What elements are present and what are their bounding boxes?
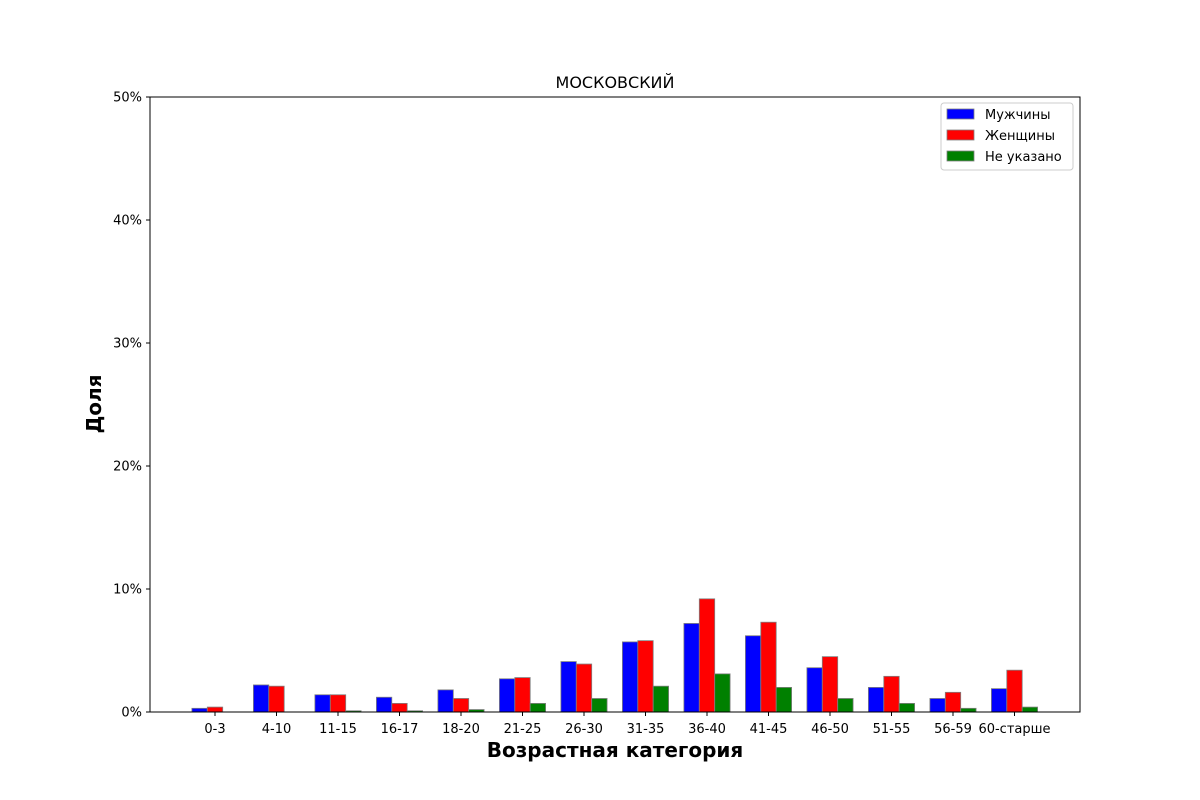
bar (929, 698, 946, 713)
bar (314, 694, 331, 713)
y-tick-label: 40% (113, 214, 142, 229)
x-axis-label: Возрастная категория (487, 738, 744, 762)
bar (375, 696, 393, 713)
bar (1006, 669, 1023, 713)
bar (837, 698, 854, 713)
bar (745, 635, 762, 713)
y-tick-label: 20% (113, 460, 142, 475)
bar (514, 677, 531, 713)
bar (575, 663, 593, 713)
y-tick-label: 50% (113, 91, 142, 106)
x-tick-label: 46-50 (811, 722, 849, 737)
bar (698, 598, 716, 713)
x-tick-label: 0-3 (204, 722, 225, 737)
bar (329, 694, 347, 713)
bar (821, 656, 839, 713)
x-ticks-group: 0-3 4-10 11-15 16-17 18-20 21-25 26-30 31-35 36-… (204, 712, 1051, 737)
x-tick-label: 36-40 (688, 722, 726, 737)
legend-swatch (946, 150, 975, 162)
bar (591, 698, 608, 713)
bar (529, 702, 547, 713)
x-tick-label: 16-17 (381, 722, 419, 737)
bar (683, 623, 700, 713)
y-axis-label: Доля (82, 374, 106, 433)
bar (452, 698, 470, 713)
bar (1021, 706, 1039, 713)
bar (637, 640, 654, 713)
y-ticks-group: 0% 10% 20% 30% 40% 50% (113, 91, 150, 721)
bar (652, 685, 670, 713)
x-tick-label: 21-25 (504, 722, 542, 737)
chart-title: МОСКОВСКИЙ (556, 73, 675, 92)
x-tick-label: 11-15 (319, 722, 357, 737)
bar (775, 687, 793, 713)
bar (991, 688, 1008, 713)
bar (714, 673, 731, 713)
y-tick-label: 0% (121, 706, 142, 721)
bar (944, 691, 962, 713)
bar (437, 689, 454, 713)
y-tick-label: 30% (113, 337, 142, 352)
y-tick-label: 10% (113, 583, 142, 598)
bar (883, 675, 900, 713)
plot-frame (149, 96, 1081, 713)
x-tick-label: 31-35 (627, 722, 665, 737)
x-tick-label: 60-старше (978, 722, 1050, 737)
bar (498, 678, 516, 713)
x-tick-label: 18-20 (442, 722, 480, 737)
bar (252, 684, 270, 713)
legend-label: Женщины (985, 129, 1055, 144)
x-tick-label: 56-59 (934, 722, 972, 737)
legend-swatch (946, 129, 975, 141)
legend: Мужчины Женщины Не указано (940, 102, 1074, 171)
legend-label: Не указано (985, 150, 1062, 165)
bar (960, 707, 977, 713)
bars-group (191, 598, 1039, 713)
bar (622, 641, 639, 713)
bar (806, 667, 823, 713)
bar (191, 707, 208, 713)
bar (391, 702, 408, 713)
x-tick-label: 26-30 (565, 722, 603, 737)
x-tick-label: 4-10 (262, 722, 292, 737)
legend-label: Мужчины (985, 108, 1051, 123)
bar (868, 687, 885, 713)
bar (560, 661, 577, 713)
bar (206, 706, 224, 713)
bar (760, 621, 777, 713)
bar (898, 702, 916, 713)
bar (268, 685, 285, 713)
legend-swatch (946, 108, 975, 120)
x-tick-label: 41-45 (750, 722, 788, 737)
x-tick-label: 51-55 (873, 722, 911, 737)
